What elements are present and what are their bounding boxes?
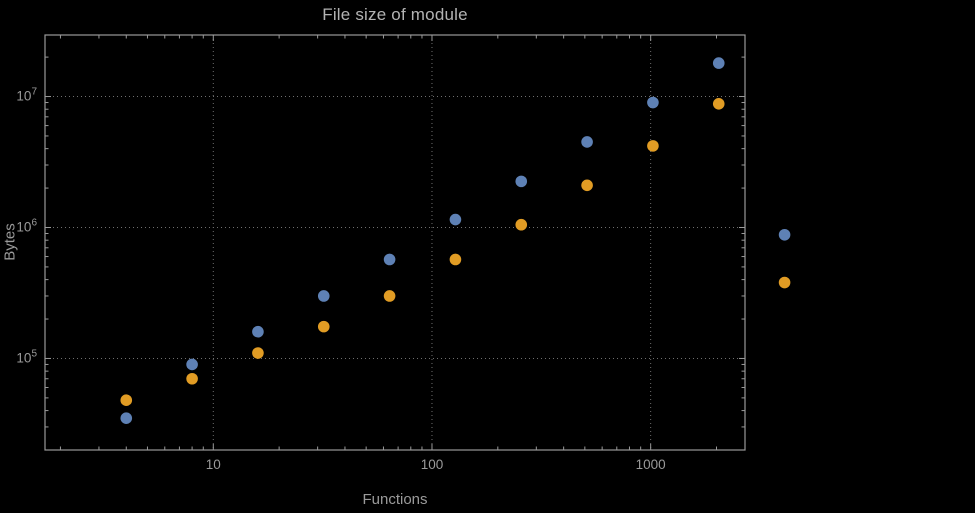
data-point-series-blue: [383, 253, 396, 266]
data-point-series-orange: [515, 218, 528, 231]
data-point-series-orange: [252, 347, 264, 359]
data-point-series-blue: [778, 228, 791, 241]
x-tick-label: 1000: [636, 457, 666, 472]
y-tick-label: 105: [16, 348, 37, 365]
chart-title: File size of module: [322, 5, 468, 24]
data-point-series-blue: [647, 96, 659, 109]
data-point-series-orange: [778, 276, 791, 289]
data-point-series-orange: [581, 179, 593, 192]
data-point-series-orange: [712, 98, 725, 110]
data-point-series-blue: [712, 57, 725, 69]
data-point-series-blue: [120, 412, 133, 424]
data-point-series-orange: [647, 140, 659, 152]
data-point-series-blue: [581, 136, 593, 148]
y-tick-label: 106: [16, 217, 37, 234]
data-point-series-blue: [449, 213, 462, 226]
x-axis-label: Functions: [362, 491, 428, 508]
data-point-series-blue: [317, 290, 330, 302]
plot-frame: [44, 34, 746, 451]
x-tick-label: 100: [421, 457, 444, 472]
data-point-series-blue: [186, 358, 198, 371]
x-tick-label: 10: [206, 457, 221, 472]
data-point-series-blue: [515, 175, 528, 188]
data-point-series-orange: [317, 320, 330, 333]
y-tick-label: 107: [16, 87, 37, 104]
data-point-series-orange: [186, 372, 198, 385]
data-point-series-blue: [252, 325, 264, 338]
data-point-series-orange: [120, 394, 133, 407]
data-point-series-orange: [449, 253, 462, 266]
data-point-series-orange: [383, 290, 396, 302]
